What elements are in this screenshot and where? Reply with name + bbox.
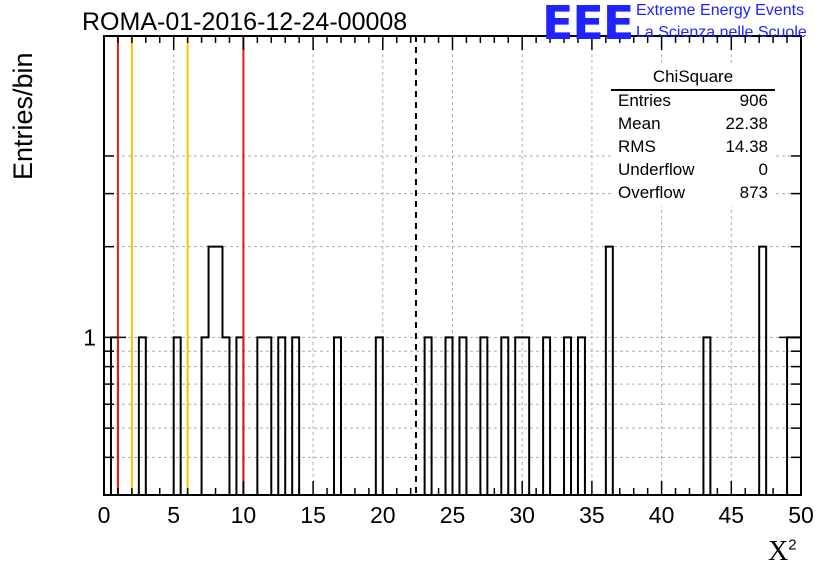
histogram-bar xyxy=(278,337,285,495)
histogram-bar xyxy=(543,337,550,495)
stats-row: Underflow 0 xyxy=(611,160,775,183)
histogram-bar xyxy=(515,337,522,495)
histogram-bar xyxy=(292,337,299,495)
histogram-bar xyxy=(376,337,383,495)
x-tick-label: 5 xyxy=(167,502,180,528)
stats-value: 22.38 xyxy=(725,114,768,133)
histogram-bar xyxy=(564,337,571,495)
histogram-bar xyxy=(787,337,794,495)
chart-title: ROMA-01-2016-12-24-00008 xyxy=(82,8,408,36)
stats-value: 14.38 xyxy=(725,137,768,156)
x-tick-label: 20 xyxy=(370,502,396,528)
histogram-bar xyxy=(139,337,146,495)
x-tick-label: 0 xyxy=(98,502,111,528)
stats-label: RMS xyxy=(618,137,656,156)
x-tick-label: 25 xyxy=(440,502,466,528)
stats-label: Underflow xyxy=(618,160,695,179)
stats-label: Entries xyxy=(618,91,671,110)
histogram-bar xyxy=(578,337,585,495)
stats-row: Overflow 873 xyxy=(611,183,775,206)
logo-line-1: Extreme Energy Events xyxy=(636,2,805,19)
y-tick-label: 1 xyxy=(83,324,96,350)
stats-row: RMS 14.38 xyxy=(611,137,775,160)
histogram-bar xyxy=(480,337,487,495)
histogram-bar xyxy=(501,337,508,495)
logo-line-2: La Scienza nelle Scuole xyxy=(636,24,807,41)
x-tick-label: 35 xyxy=(579,502,605,528)
histogram-bar xyxy=(446,337,453,495)
stats-label: Overflow xyxy=(618,183,686,202)
stats-row: Mean 22.38 xyxy=(611,114,775,137)
x-tick-label: 50 xyxy=(788,502,814,528)
eee-logo: EEE xyxy=(542,0,634,50)
histogram-bar xyxy=(236,337,243,495)
x-tick-label: 40 xyxy=(649,502,675,528)
histogram-bar xyxy=(264,337,271,495)
histogram-bar xyxy=(111,337,118,495)
stats-value: 873 xyxy=(739,183,768,202)
histogram-bar xyxy=(202,337,209,495)
histogram-bar xyxy=(522,337,529,495)
y-axis-label: Entries/bin xyxy=(8,52,38,180)
x-tick-label: 15 xyxy=(300,502,326,528)
stats-value: 0 xyxy=(758,160,768,179)
stats-label: Mean xyxy=(618,114,661,133)
histogram-bar xyxy=(703,337,710,495)
histogram-bar xyxy=(794,337,801,495)
histogram-bar xyxy=(459,337,466,495)
histogram-bar xyxy=(425,337,432,495)
x-tick-label: 30 xyxy=(509,502,535,528)
x-tick-label: 45 xyxy=(719,502,745,528)
stats-box: ChiSquare Entries 906 Mean 22.38 RMS 14.38 Und… xyxy=(611,64,775,206)
stats-value: 906 xyxy=(739,91,768,110)
stats-row: Entries 906 xyxy=(611,91,775,114)
x-axis-label: X2 xyxy=(768,536,797,567)
histogram-bar xyxy=(174,337,181,495)
histogram-bar xyxy=(334,337,341,495)
histogram-bar xyxy=(257,337,264,495)
x-tick-label: 10 xyxy=(231,502,257,528)
stats-title: ChiSquare xyxy=(611,64,775,91)
histogram-bar xyxy=(222,337,229,495)
